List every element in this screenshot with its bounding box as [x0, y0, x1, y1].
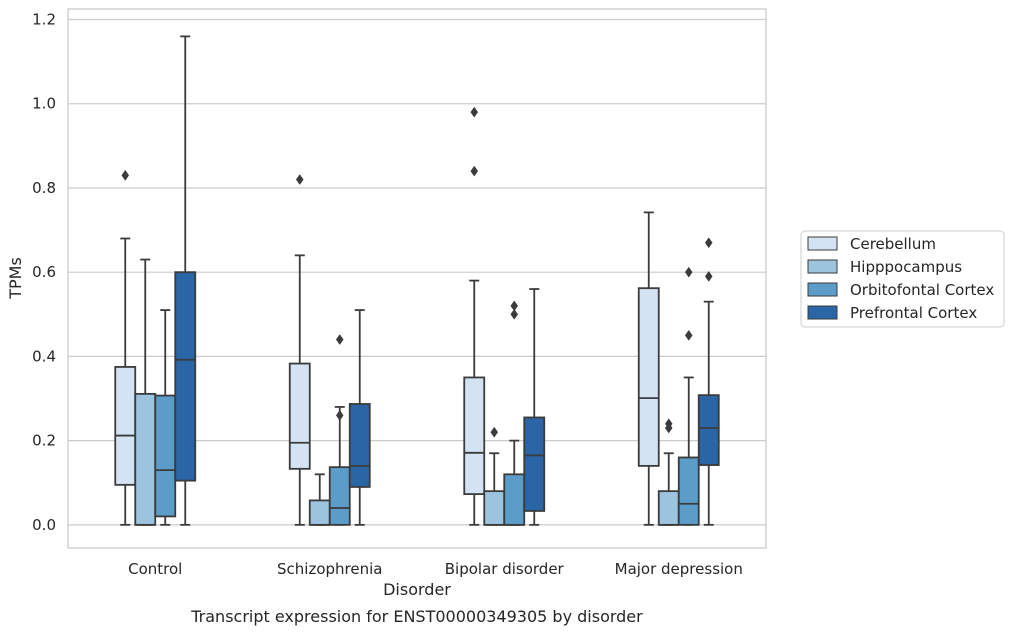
box-groups [114, 35, 720, 526]
chart-caption: Transcript expression for ENST0000034930… [190, 607, 643, 626]
box-prefrontal-cortex [174, 35, 197, 526]
box-cerebellum [114, 169, 137, 526]
box-body [677, 456, 700, 526]
x-tick-labels: Control Schizophrenia Bipolar disorder Majo… [128, 560, 743, 578]
box-body [288, 362, 311, 470]
box-body [134, 392, 157, 526]
box-hipppocampus [134, 258, 157, 526]
box-orbitofontal-cortex [328, 334, 351, 526]
y-tick-label: 0.6 [32, 263, 56, 281]
box-body [503, 473, 526, 526]
x-axis-label: Disorder [383, 580, 451, 599]
box-cerebellum [288, 174, 311, 526]
y-tick-label: 1.2 [32, 11, 56, 29]
outlier-point [510, 300, 519, 312]
box-body [348, 403, 371, 488]
box-cerebellum [463, 106, 486, 526]
box-prefrontal-cortex [697, 237, 720, 526]
box-body [483, 490, 506, 526]
box-body [154, 394, 177, 518]
box-body [308, 499, 331, 526]
legend-swatch [807, 236, 838, 251]
x-tick-label: Schizophrenia [277, 560, 382, 578]
outlier-point [684, 266, 693, 278]
box-orbitofontal-cortex [677, 266, 700, 526]
legend-frame [800, 230, 1005, 328]
outlier-point [684, 329, 693, 341]
y-tick-label: 0.8 [32, 179, 56, 197]
legend-label: Hipppocampus [850, 258, 962, 276]
box-body [697, 394, 720, 466]
box-cerebellum [637, 211, 660, 526]
outlier-point [470, 165, 479, 177]
outlier-point [510, 308, 519, 320]
box-prefrontal-cortex [523, 288, 546, 526]
box-body [463, 376, 486, 495]
legend-swatch [807, 305, 838, 320]
y-tick-label: 0.2 [32, 432, 56, 450]
legend-swatch [807, 259, 838, 274]
x-tick-label: Major depression [615, 560, 743, 578]
box-orbitofontal-cortex [503, 300, 526, 526]
legend: Cerebellum Hipppocampus Orbitofontal Corte… [800, 230, 1005, 328]
legend-label: Cerebellum [850, 235, 936, 253]
legend-label: Orbitofontal Cortex [850, 281, 994, 299]
box-hipppocampus [308, 473, 331, 526]
box-body [523, 416, 546, 512]
outlier-point [295, 174, 304, 185]
box-body [114, 366, 137, 486]
x-tick-label: Bipolar disorder [445, 560, 565, 578]
box-body [657, 490, 680, 526]
box-hipppocampus [483, 426, 506, 526]
box-body [637, 287, 660, 467]
box-orbitofontal-cortex [154, 309, 177, 526]
plot-frame [67, 8, 767, 549]
y-tick-label: 0.4 [32, 347, 56, 365]
y-tick-labels: 0.0 0.2 0.4 0.6 0.8 1.0 1.2 [32, 11, 56, 534]
outlier-point [704, 270, 713, 282]
outlier-point [490, 426, 499, 438]
outlier-point [664, 418, 673, 430]
legend-swatch [807, 282, 838, 297]
outlier-point [335, 334, 344, 345]
box-body [328, 466, 351, 526]
box-body [174, 271, 197, 482]
y-tick-label: 1.0 [32, 95, 56, 113]
y-axis-label: TPMs [6, 257, 25, 300]
legend-label: Prefrontal Cortex [850, 304, 977, 322]
box-prefrontal-cortex [348, 309, 371, 526]
outlier-point [704, 237, 713, 249]
x-tick-label: Control [128, 560, 182, 578]
box-hipppocampus [657, 418, 680, 526]
y-tick-label: 0.0 [32, 516, 56, 534]
outlier-point [335, 409, 344, 421]
outlier-point [470, 106, 479, 118]
outlier-point [121, 169, 130, 181]
